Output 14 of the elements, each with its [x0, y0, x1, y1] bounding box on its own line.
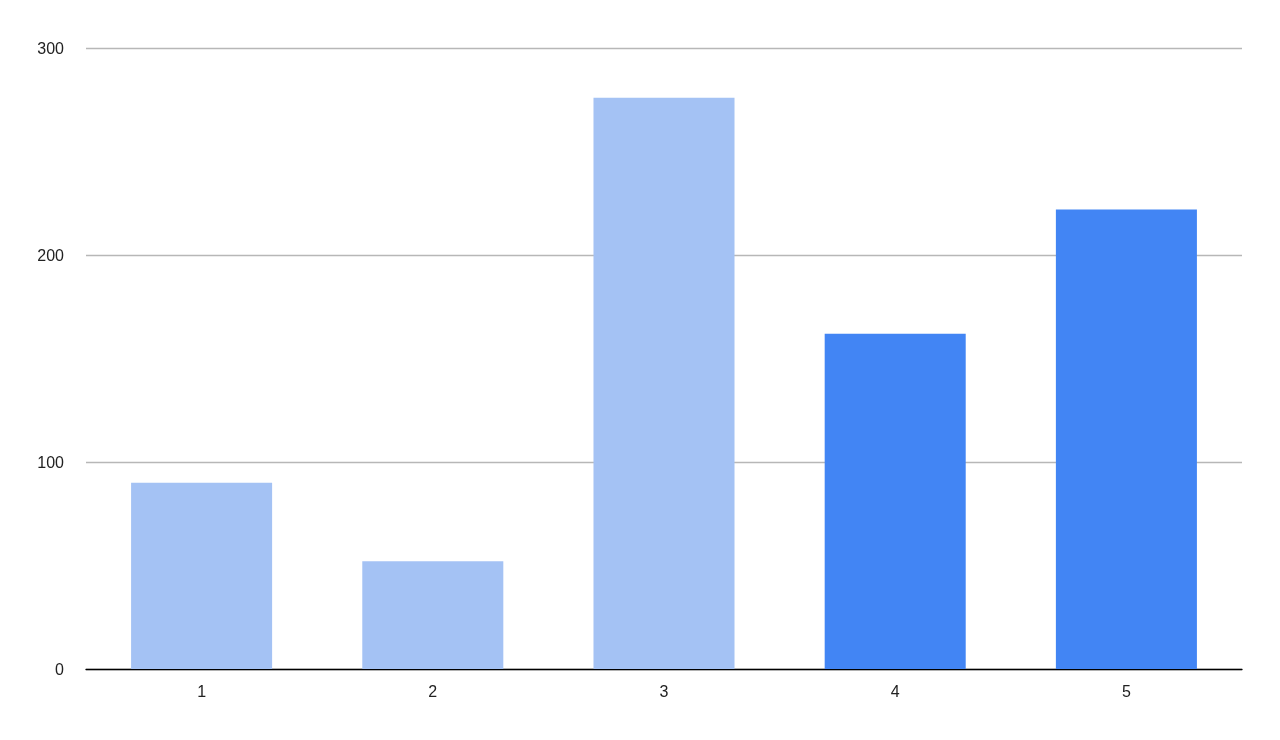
x-tick-label: 3 [659, 682, 669, 700]
x-tick-label: 2 [428, 682, 438, 700]
y-tick-label: 100 [37, 453, 65, 471]
bar [593, 97, 735, 669]
y-tick-label: 200 [37, 246, 65, 264]
y-tick-label: 300 [37, 39, 65, 57]
x-tick-label: 1 [197, 682, 207, 700]
bar [824, 333, 966, 669]
bar [131, 482, 273, 669]
bar [1055, 209, 1197, 669]
y-tick-label: 0 [55, 660, 65, 678]
x-tick-label: 5 [1121, 682, 1131, 700]
bar [362, 561, 504, 669]
x-tick-label: 4 [890, 682, 900, 700]
